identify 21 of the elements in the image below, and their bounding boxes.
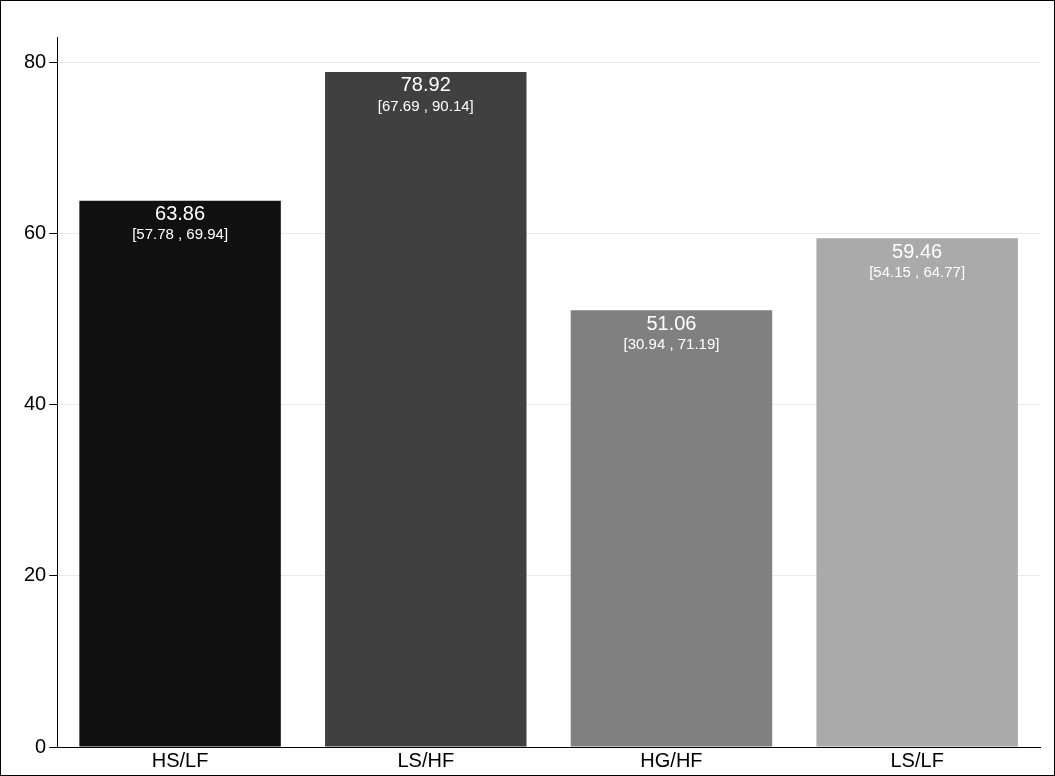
data-label: 78.92 <box>400 73 451 96</box>
annotation: [30.94 , 71.19] <box>623 334 720 352</box>
y-tick-label: 40 <box>24 392 47 415</box>
data-label: 51.06 <box>646 311 697 334</box>
bar <box>79 200 281 747</box>
y-tick-label: 0 <box>35 734 47 757</box>
annotation: [54.15 , 64.77] <box>869 263 966 281</box>
x-tick-label: HS/LF <box>151 748 209 771</box>
x-tick-label: LS/HF <box>397 748 455 771</box>
bar <box>325 71 527 747</box>
annotation: [67.69 , 90.14] <box>377 96 474 114</box>
bar <box>570 310 773 747</box>
y-tick-label: 80 <box>24 50 47 73</box>
bar <box>816 238 1018 747</box>
data-label: 63.86 <box>155 202 206 225</box>
x-tick-label: HG/HF <box>640 748 703 771</box>
y-tick-label: 60 <box>24 221 47 244</box>
data-label: 59.46 <box>892 239 943 262</box>
x-tick-label: LS/LF <box>890 748 944 771</box>
y-tick-label: 20 <box>24 563 47 586</box>
annotation: [57.78 , 69.94] <box>132 225 229 243</box>
